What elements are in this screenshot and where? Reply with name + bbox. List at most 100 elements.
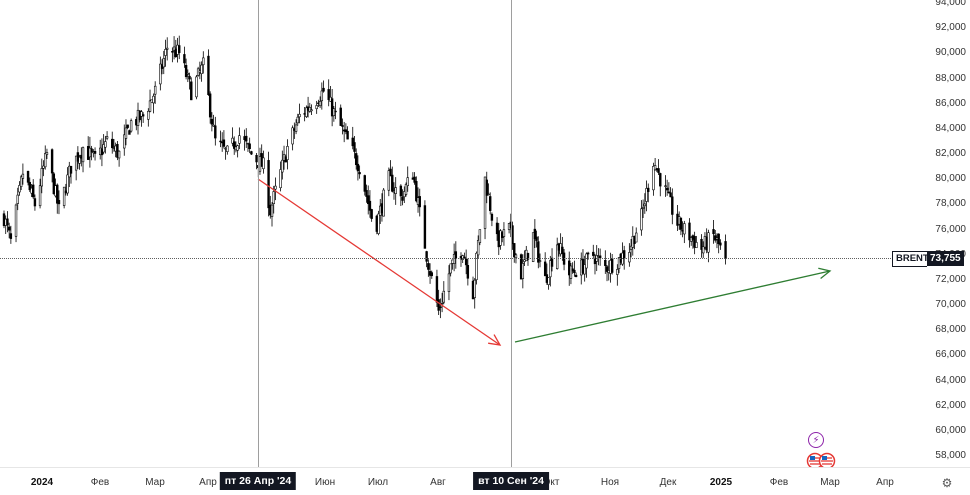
candle [52,172,56,195]
time-axis-label: Окт [542,477,560,488]
price-axis[interactable]: 94,000 92,000 90,000 88,000 86,000 84,000 82,0… [927,0,970,467]
candle [604,250,607,274]
candle [447,265,451,301]
candle [334,101,337,120]
candle [129,118,133,133]
candlestick-plot[interactable] [0,0,927,467]
candle [585,252,588,278]
time-axis-label: Апр [199,477,217,488]
candle [267,151,270,217]
candle [153,81,157,104]
candle [140,110,143,127]
candle [16,187,19,211]
candle [44,145,47,170]
candle [466,258,470,286]
vertical-marker-line [258,0,259,467]
candle [124,119,128,146]
candle [641,199,645,218]
candle [473,278,476,309]
time-axis-label: Мар [145,477,165,488]
candle [111,131,114,154]
candle [332,106,336,122]
candle [40,158,43,194]
lightning-icon[interactable]: ⚡ [808,432,824,448]
candle [406,166,409,192]
us-flag-icon[interactable] [805,452,837,467]
candle [535,230,538,248]
candle [695,235,698,249]
candle [724,234,727,265]
candle [439,298,442,319]
candle [719,239,722,250]
candle [688,218,691,248]
chart-pane[interactable]: BRENT ⚡ [0,0,927,467]
candle [423,200,427,249]
candle [679,217,683,236]
candle [377,210,380,236]
candle [485,171,488,204]
candle [413,172,416,185]
candle [573,260,576,277]
downtrend-arrow[interactable] [257,178,502,346]
uptrend-arrow[interactable] [514,267,832,343]
candle [671,188,674,225]
candle [14,203,18,243]
candle [76,146,80,169]
candle [669,187,672,198]
candle [415,176,418,203]
candle [569,262,573,285]
candle [126,124,129,130]
candle [104,135,107,154]
candle [248,137,251,154]
candle [549,255,552,287]
candle [33,194,37,211]
candle [105,131,109,141]
candle [45,148,49,160]
candle [645,180,648,212]
candle [281,150,284,180]
candle [117,150,121,167]
candle [513,243,516,263]
time-axis-label: Авг [430,477,446,488]
price-axis-label: 92,000 [935,22,966,34]
candle [483,176,487,240]
candle [69,165,73,184]
candle [555,237,559,270]
price-axis-label: 90,000 [935,47,966,59]
price-axis-label: 78,000 [935,198,966,210]
candle [394,177,397,205]
candle [531,232,535,263]
candle [657,159,660,175]
candle [478,229,482,246]
price-axis-label: 80,000 [935,173,966,185]
candle [178,35,181,60]
candle [475,251,478,285]
settings-gear-icon[interactable]: ⚙ [941,476,953,490]
candle [583,255,586,282]
candle [547,277,550,290]
candle [628,243,631,267]
candle [454,241,458,269]
candle [354,148,358,170]
candle [207,49,210,96]
price-axis-label: 58,000 [935,450,966,461]
last-price-tag: 73,755 [927,250,964,266]
candle [318,96,322,109]
candle [62,186,66,209]
time-axis-label: 2025 [709,477,733,488]
candle [356,155,360,181]
candle [7,222,11,239]
price-axis-label: 68,000 [935,324,966,336]
candle [391,166,394,193]
vertical-marker-line [511,0,512,467]
candle [449,263,452,277]
candle [574,272,578,278]
candle [488,192,492,215]
candle [184,58,188,80]
candle [387,167,391,197]
candle [50,148,54,183]
candle [305,105,308,118]
candle [322,80,325,93]
candle [164,39,167,67]
